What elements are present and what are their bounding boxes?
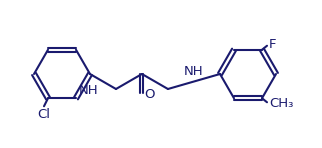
Text: Cl: Cl bbox=[37, 108, 51, 121]
Text: F: F bbox=[269, 38, 277, 51]
Text: CH₃: CH₃ bbox=[269, 97, 293, 110]
Text: NH: NH bbox=[78, 85, 98, 98]
Text: O: O bbox=[144, 89, 155, 102]
Text: NH: NH bbox=[184, 65, 204, 78]
